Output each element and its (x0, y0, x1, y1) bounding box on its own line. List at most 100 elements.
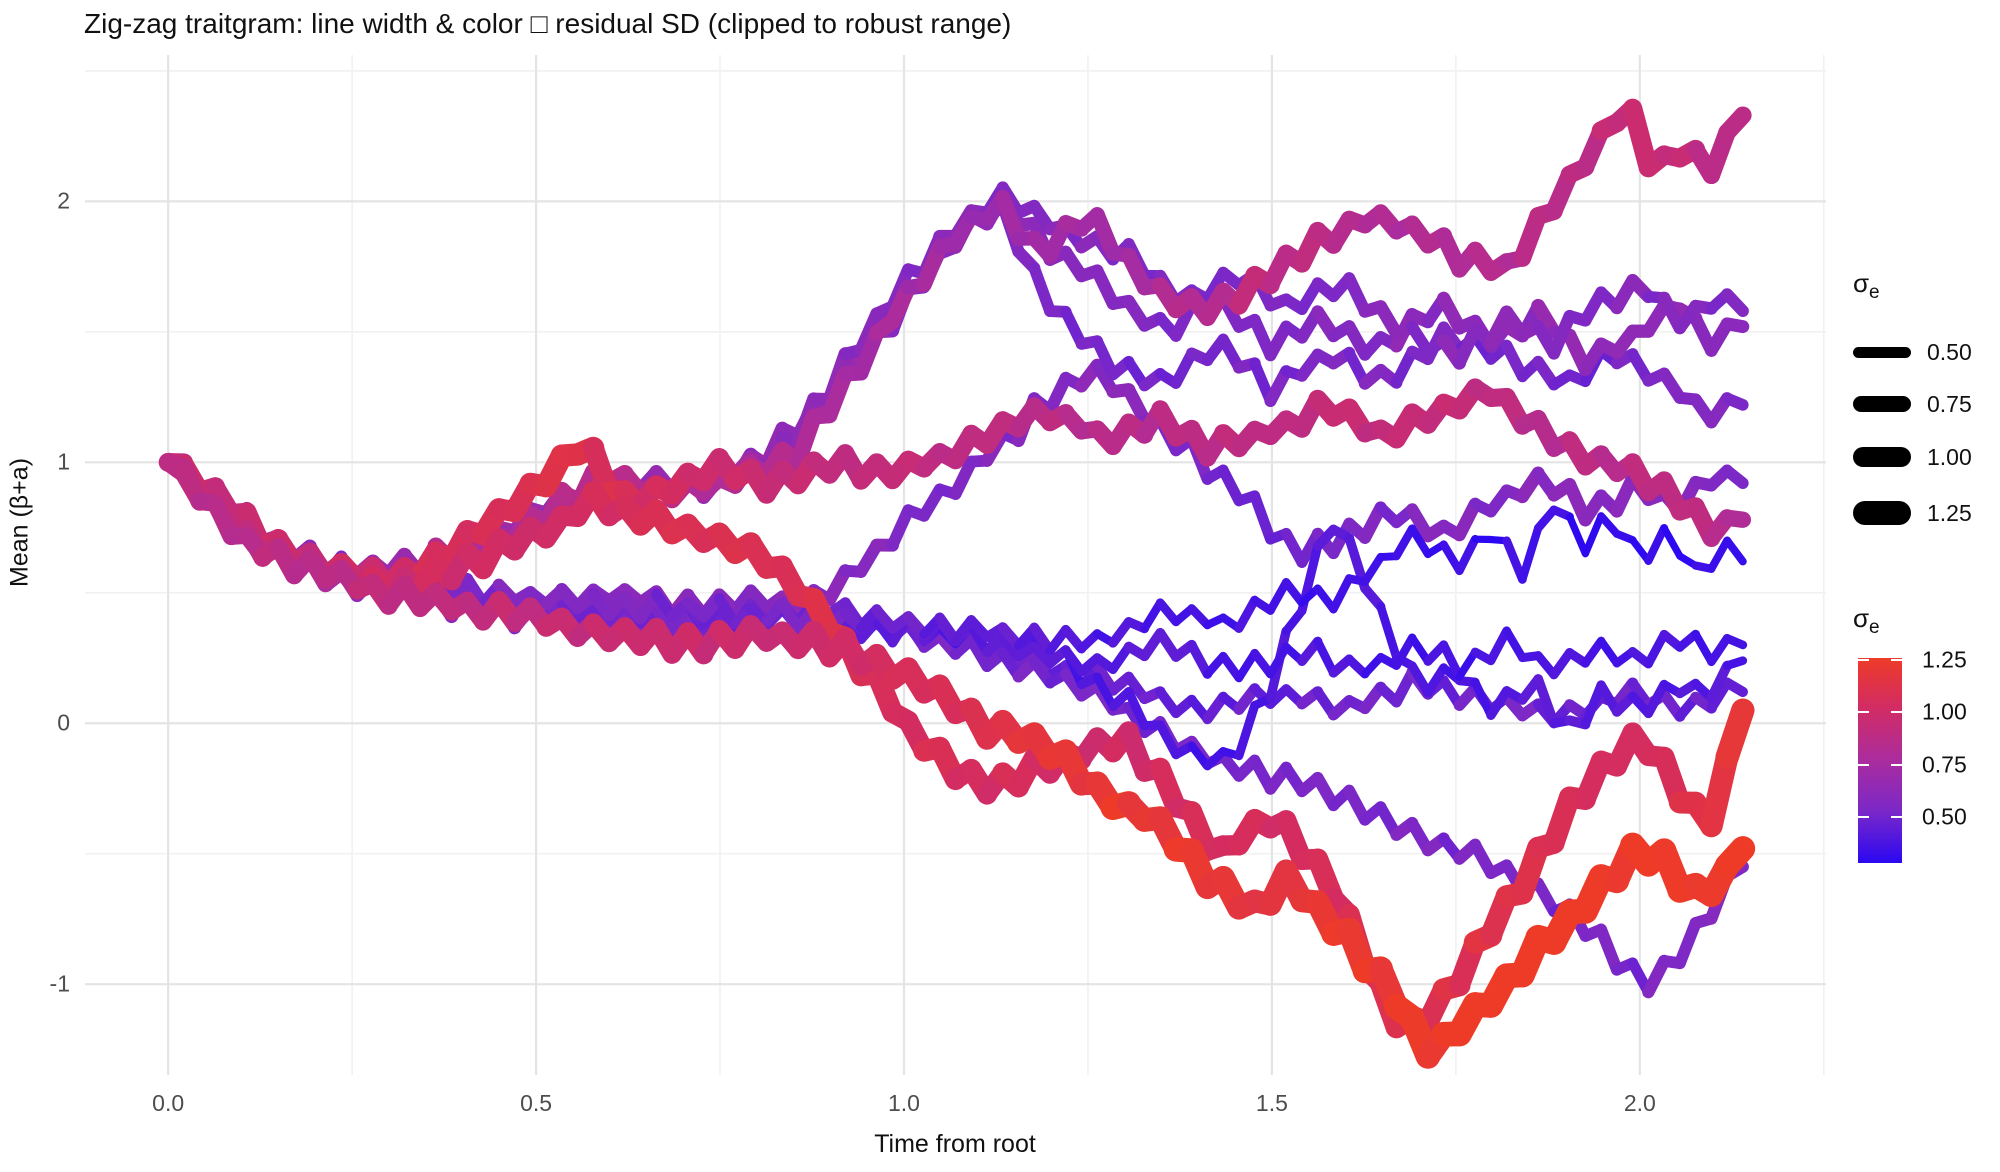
y-tick-label: 2 (57, 187, 70, 214)
y-tick-label: 1 (57, 448, 70, 475)
x-tick-label: 1.0 (887, 1090, 920, 1116)
plot-segment (1533, 674, 1559, 729)
plot-segment (1597, 636, 1621, 668)
plot-segment (1720, 317, 1750, 334)
plot-segment (1486, 686, 1512, 721)
plot-segment (1660, 524, 1684, 560)
plot-segment (1423, 663, 1449, 697)
plot-segment (1722, 634, 1748, 650)
plot-segment (1455, 648, 1480, 681)
colorbar-tick (1858, 711, 1869, 714)
plot-segment (1486, 626, 1512, 666)
plot-segment (1329, 574, 1354, 614)
plot-segment (1043, 371, 1072, 417)
plot-segment (1264, 365, 1293, 408)
plot-segment (1581, 512, 1605, 558)
plot-segment (1470, 677, 1496, 720)
plot-segment (1502, 626, 1527, 662)
sigma-symbol: σ (1853, 268, 1870, 298)
plot-segment (1714, 836, 1756, 879)
size-legend-label: 1.25 (1927, 499, 1972, 526)
sigma-subscript: e (1869, 617, 1880, 639)
colorbar-label: 1.25 (1922, 646, 1967, 673)
y-tick-label: -1 (49, 970, 70, 997)
plot-segment (1455, 534, 1480, 576)
plot-segment (1313, 637, 1338, 678)
plot-segment (1721, 392, 1749, 411)
plot-segment (1723, 536, 1747, 566)
plot-segment (1718, 106, 1752, 142)
plot-segment (1408, 633, 1432, 666)
plot-segment (1707, 633, 1732, 667)
plot-segment (1439, 540, 1464, 575)
size-legend-entry: 1.25 (1853, 498, 1972, 528)
plot-segment (1644, 523, 1669, 566)
plot-segment (1392, 633, 1417, 670)
plot-segment (1091, 335, 1119, 381)
size-legend-line-key (1853, 500, 1911, 526)
size-legend-entry: 1.00 (1853, 442, 1972, 472)
plot-segment (886, 504, 915, 552)
colorbar-tick (1858, 763, 1869, 766)
y-tick-label: 0 (57, 709, 70, 736)
plot-segment (995, 190, 1027, 247)
plot-segment (854, 307, 884, 357)
colorbar-tick (1891, 659, 1902, 662)
size-legend-label: 0.75 (1927, 390, 1972, 417)
plot-segment (1691, 629, 1716, 666)
plot-segment (1643, 630, 1669, 669)
plot-segment (789, 408, 822, 471)
plot-segment (1217, 464, 1245, 507)
plot-segment (1281, 578, 1307, 607)
plot-segment (949, 455, 978, 501)
colorbar-tick (1891, 711, 1902, 714)
colorbar-label: 0.50 (1922, 803, 1967, 830)
plot-segment (1500, 339, 1529, 383)
plot-segment (1721, 288, 1749, 318)
size-legend-label: 0.50 (1927, 338, 1972, 365)
plot-segment (1439, 640, 1464, 682)
plot-segment (1580, 680, 1606, 730)
sigma-symbol: σ (1853, 603, 1870, 633)
plot-segment (1547, 309, 1576, 360)
plot-segment (1234, 595, 1260, 633)
plot-segment (1707, 536, 1732, 573)
color-legend-gradient-bar (1858, 658, 1902, 863)
plot-segment (1643, 679, 1669, 719)
plot-segment (1518, 524, 1543, 584)
colorbar-tick (1858, 815, 1869, 818)
colorbar-label: 1.00 (1922, 698, 1967, 725)
plot-segment (1124, 687, 1150, 731)
plot-segment (1092, 672, 1118, 711)
color-legend-title: σe (1853, 603, 1880, 639)
colorbar-tick (1891, 815, 1902, 818)
plot-segment (1234, 649, 1259, 683)
size-legend-entry: 0.75 (1853, 389, 1972, 419)
plot-segment (1565, 513, 1590, 558)
plot-segment (1502, 536, 1527, 584)
plot-segment (1718, 509, 1752, 528)
plot-segment (1186, 640, 1213, 679)
plot-segment (1581, 636, 1606, 668)
x-tick-label: 2.0 (1623, 1090, 1656, 1116)
plot-segment (1700, 745, 1739, 838)
x-tick-label: 1.5 (1255, 1090, 1288, 1116)
plot-segment (1028, 262, 1056, 317)
plot-segment (1673, 917, 1702, 970)
y-axis-label: Mean (β+a) (5, 457, 34, 587)
plot-segment (1266, 578, 1291, 615)
plot-segment (1060, 306, 1087, 350)
plot-segment (1140, 598, 1165, 633)
plot-segment (1266, 642, 1291, 679)
colorbar-tick (1858, 659, 1869, 662)
colorbar-label: 0.75 (1922, 751, 1967, 778)
plot-segment (1596, 680, 1622, 717)
plot-segment (1722, 656, 1748, 670)
plot-segment (1453, 497, 1482, 542)
plot-segment (1715, 698, 1755, 769)
plot-segment (1706, 660, 1733, 703)
plot-segment (1249, 490, 1276, 545)
plot-segment (1408, 524, 1432, 559)
plot-segment (1392, 524, 1417, 561)
